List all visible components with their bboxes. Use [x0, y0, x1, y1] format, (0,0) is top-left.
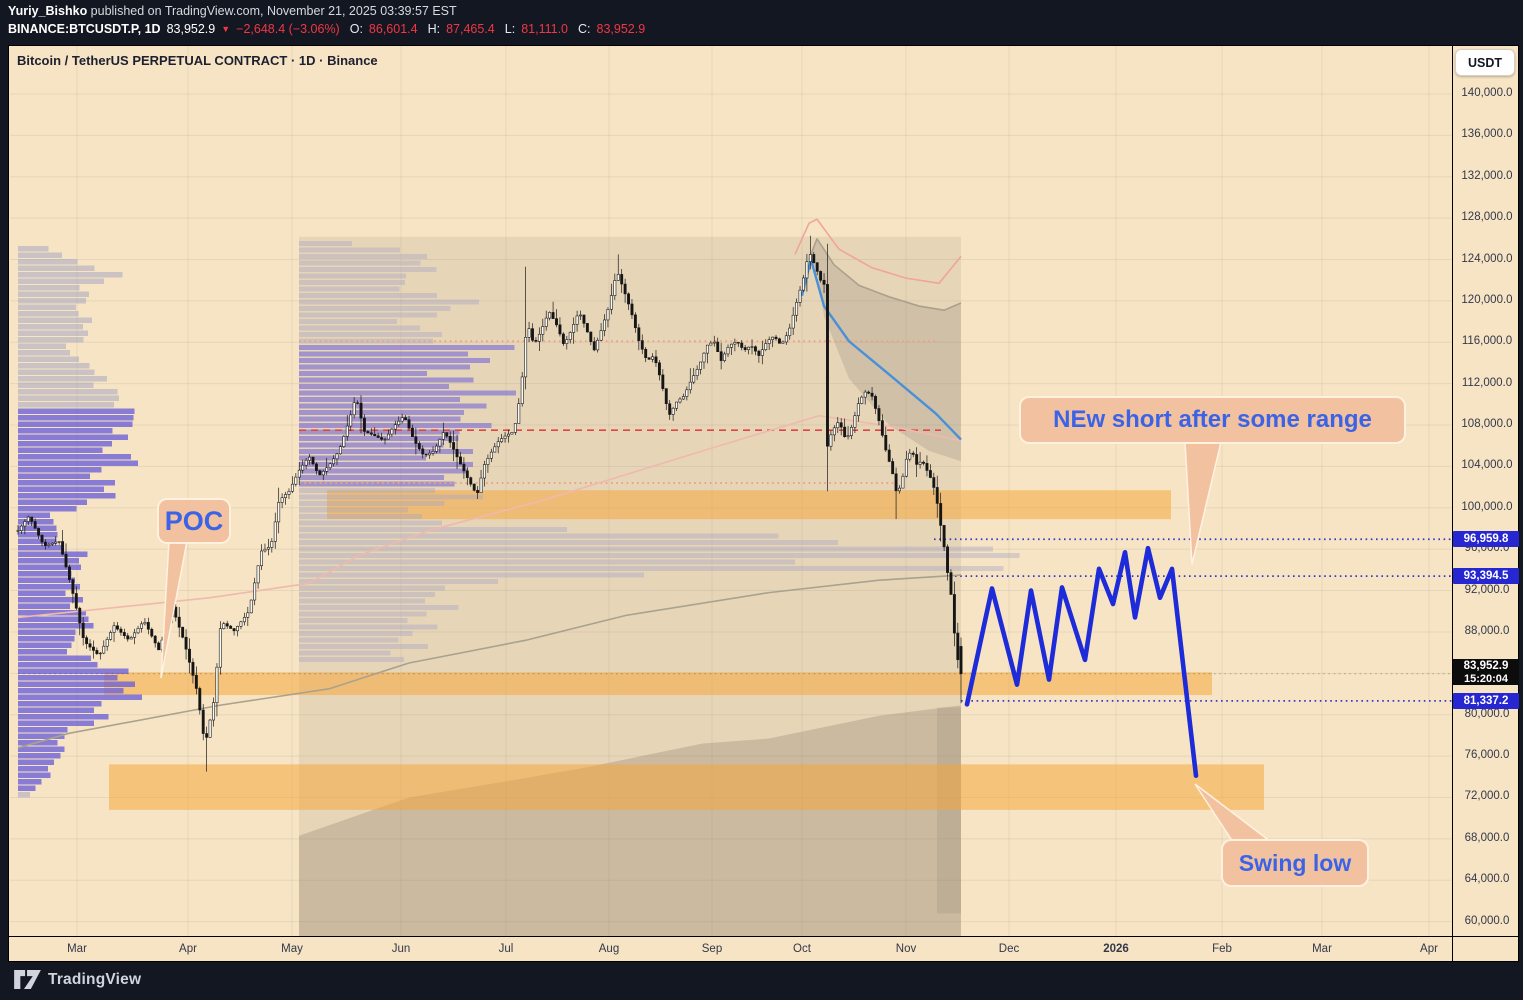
down-arrow-icon: ▼ [221, 24, 231, 34]
month-tick-label: 2026 [1103, 943, 1129, 955]
author-name: Yuriy_Bishko [8, 4, 88, 18]
month-tick-label: Oct [793, 943, 811, 955]
month-tick-label: Nov [895, 943, 917, 955]
price-tick-label: 140,000.0 [1461, 87, 1513, 99]
month-tick-label: Sep [701, 943, 723, 955]
month-tick-label: Mar [67, 943, 87, 955]
price-tick-label: 72,000.0 [1464, 790, 1510, 803]
annotation-poc[interactable]: POC [157, 498, 231, 544]
month-tick-label: Mar [1312, 943, 1332, 955]
price-tick-label: 112,000.0 [1461, 376, 1513, 389]
high-value: 87,465.4 [446, 22, 495, 36]
price-tick-label: 60,000.0 [1464, 914, 1510, 927]
month-tick-label: May [281, 943, 303, 955]
band-upper-pink [794, 218, 962, 285]
month-tick-label: Feb [1212, 943, 1232, 955]
annotation-tail-poc [160, 540, 188, 679]
alert-price-tag: 81,337.2 [1453, 692, 1519, 709]
month-tick-label: Jun [391, 943, 411, 955]
low-value: 81,111.0 [521, 22, 569, 36]
symbol-ohlc-bar: BINANCE:BTCUSDT.P, 1D 83,952.9 ▼ −2,648.… [8, 22, 645, 36]
price-tick-label: 80,000.0 [1464, 707, 1510, 720]
projection-zigzag[interactable] [964, 545, 1199, 779]
price-tick-label: 108,000.0 [1461, 418, 1513, 431]
high-key: H: [427, 22, 441, 36]
close-value: 83,952.9 [596, 22, 646, 36]
price-change: −2,648.4 (−3.06%) [236, 22, 340, 36]
price-tick-label: 76,000.0 [1464, 749, 1510, 762]
alert-price-tag: 93,394.5 [1453, 568, 1519, 585]
open-key: O: [349, 22, 363, 36]
tradingview-logo-text: TradingView [48, 970, 142, 988]
price-tick-label: 68,000.0 [1464, 831, 1510, 844]
band-basis-gray [808, 238, 962, 312]
price-chart-canvas[interactable] [9, 46, 1518, 961]
tradingview-logo-icon [14, 969, 41, 990]
byline: Yuriy_Bishko published on TradingView.co… [8, 4, 457, 18]
price-tick-label: 116,000.0 [1461, 335, 1513, 348]
price-tick-label: 104,000.0 [1461, 459, 1513, 472]
time-axis-separator [9, 936, 1518, 937]
currency-toggle-button[interactable]: USDT [1455, 49, 1515, 76]
price-tick-label: 120,000.0 [1461, 293, 1513, 306]
month-tick-label: Jul [498, 943, 514, 955]
slow-ma-gray [17, 574, 962, 749]
symbol-label: BINANCE:BTCUSDT.P, 1D [8, 22, 161, 36]
low-key: L: [504, 22, 516, 36]
price-tick-label: 128,000.0 [1461, 211, 1513, 224]
annotation-swing-low[interactable]: Swing low [1221, 839, 1369, 887]
byline-text: published on TradingView.com, November 2… [87, 4, 457, 18]
price-tick-label: 88,000.0 [1464, 624, 1510, 637]
current-price-tag: 83,952.9 15:20:04 [1453, 658, 1519, 685]
price-tick-label: 132,000.0 [1461, 169, 1513, 182]
month-tick-label: Apr [179, 943, 197, 955]
tradingview-logo[interactable]: TradingView [14, 969, 141, 990]
demand-zone-83k [104, 672, 1212, 696]
open-value: 86,601.4 [368, 22, 418, 36]
annotation-new-short[interactable]: NEw short after some range [1019, 396, 1406, 444]
chart-title: Bitcoin / TetherUS PERPETUAL CONTRACT · … [17, 53, 378, 68]
demand-zone-73k [109, 764, 1264, 810]
last-price: 83,952.9 [166, 22, 216, 36]
price-tick-label: 136,000.0 [1461, 128, 1513, 141]
candles [16, 235, 963, 772]
month-tick-label: Aug [598, 943, 620, 955]
close-key: C: [578, 22, 591, 36]
price-tick-label: 92,000.0 [1464, 583, 1510, 596]
price-axis-separator [1452, 46, 1453, 961]
slow-ma-pink [17, 414, 962, 619]
alert-price-tag: 96,959.8 [1453, 531, 1519, 548]
month-tick-label: Dec [998, 943, 1020, 955]
chart-area[interactable]: Bitcoin / TetherUS PERPETUAL CONTRACT · … [8, 45, 1519, 962]
price-tick-label: 100,000.0 [1461, 500, 1513, 513]
month-tick-label: Apr [1420, 943, 1438, 955]
annotation-tail-new-short [1184, 441, 1222, 565]
price-tick-label: 124,000.0 [1461, 252, 1513, 265]
supply-zone-100k [327, 490, 1171, 520]
price-tick-label: 64,000.0 [1464, 873, 1510, 886]
